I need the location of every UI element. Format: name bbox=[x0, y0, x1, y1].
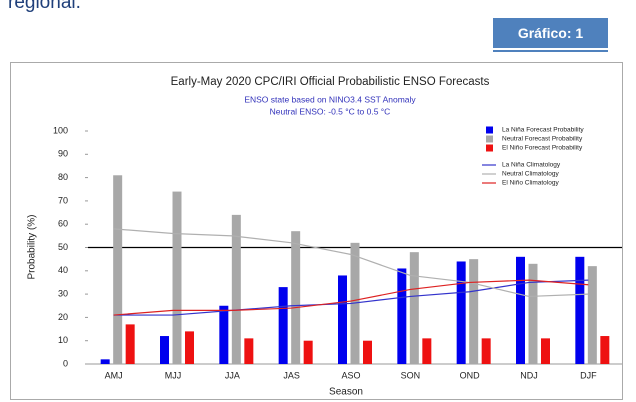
figure-badge: Gráfico: 1 bbox=[493, 18, 608, 48]
x-tick-label: ASO bbox=[341, 370, 360, 380]
y-tick-label: 100 bbox=[53, 125, 68, 135]
legend-swatch bbox=[486, 126, 493, 134]
bar bbox=[125, 324, 135, 364]
bar bbox=[219, 305, 229, 364]
x-tick-label: SON bbox=[401, 370, 421, 380]
bar bbox=[541, 338, 550, 364]
legend-label: El Niño Forecast Probability bbox=[502, 145, 583, 152]
bar bbox=[469, 259, 479, 364]
bar bbox=[363, 340, 372, 364]
bar bbox=[422, 338, 432, 364]
climatology-line bbox=[113, 279, 589, 316]
y-axis-label: Probability (%) bbox=[27, 214, 38, 279]
bar bbox=[456, 261, 466, 364]
bar bbox=[409, 252, 419, 364]
bar bbox=[600, 336, 610, 364]
legend-swatch bbox=[486, 144, 493, 152]
x-tick-label: NDJ bbox=[520, 370, 538, 380]
chart-subtitle-2: Neutral ENSO: -0.5 °C to 0.5 °C bbox=[270, 106, 391, 116]
y-tick-label: 20 bbox=[58, 312, 68, 322]
y-tick-label: 70 bbox=[58, 195, 68, 205]
y-tick-label: 10 bbox=[58, 335, 68, 345]
bar bbox=[587, 266, 597, 364]
bar bbox=[185, 331, 194, 364]
bar bbox=[291, 231, 301, 364]
bar bbox=[528, 263, 538, 364]
y-tick-label: 30 bbox=[58, 288, 68, 298]
chart-title: Early-May 2020 CPC/IRI Official Probabil… bbox=[171, 76, 490, 88]
climatology-line bbox=[113, 279, 589, 316]
bar bbox=[303, 340, 313, 364]
bar bbox=[278, 287, 288, 364]
x-axis-label: Season bbox=[329, 387, 363, 398]
legend-label: La Niña Climatology bbox=[502, 162, 561, 169]
legend-swatch bbox=[486, 135, 493, 143]
chart-subtitle: ENSO state based on NINO3.4 SST Anomaly bbox=[244, 94, 416, 104]
climatology-line bbox=[113, 228, 589, 298]
x-tick-label: JAS bbox=[283, 370, 300, 380]
bar bbox=[516, 256, 525, 364]
bar bbox=[113, 175, 123, 364]
bar bbox=[100, 359, 110, 364]
bar bbox=[338, 275, 347, 364]
y-tick-label: 90 bbox=[58, 149, 68, 159]
legend-label: Neutral Forecast Probability bbox=[502, 136, 583, 143]
bar bbox=[481, 338, 491, 364]
document-text: regional. bbox=[8, 0, 81, 13]
bar bbox=[160, 336, 169, 364]
y-tick-label: 50 bbox=[58, 242, 68, 252]
x-tick-label: OND bbox=[460, 370, 481, 380]
y-tick-label: 0 bbox=[63, 358, 68, 368]
bar bbox=[397, 268, 407, 364]
y-tick-label: 60 bbox=[58, 219, 68, 229]
y-tick-label: 40 bbox=[58, 265, 68, 275]
legend-label: El Niño Climatology bbox=[502, 180, 559, 187]
x-tick-label: AMJ bbox=[105, 370, 123, 380]
bar bbox=[231, 214, 241, 364]
bar bbox=[575, 256, 585, 364]
legend-label: Neutral Climatology bbox=[502, 171, 559, 178]
chart: Early-May 2020 CPC/IRI Official Probabil… bbox=[10, 62, 623, 400]
x-tick-label: DJF bbox=[580, 370, 597, 380]
x-tick-label: JJA bbox=[225, 370, 240, 380]
legend-label: La Niña Forecast Probability bbox=[502, 127, 584, 134]
badge-underline bbox=[493, 50, 608, 52]
bar bbox=[172, 191, 182, 364]
y-tick-label: 80 bbox=[58, 172, 68, 182]
x-tick-label: MJJ bbox=[165, 370, 182, 380]
bar bbox=[244, 338, 254, 364]
